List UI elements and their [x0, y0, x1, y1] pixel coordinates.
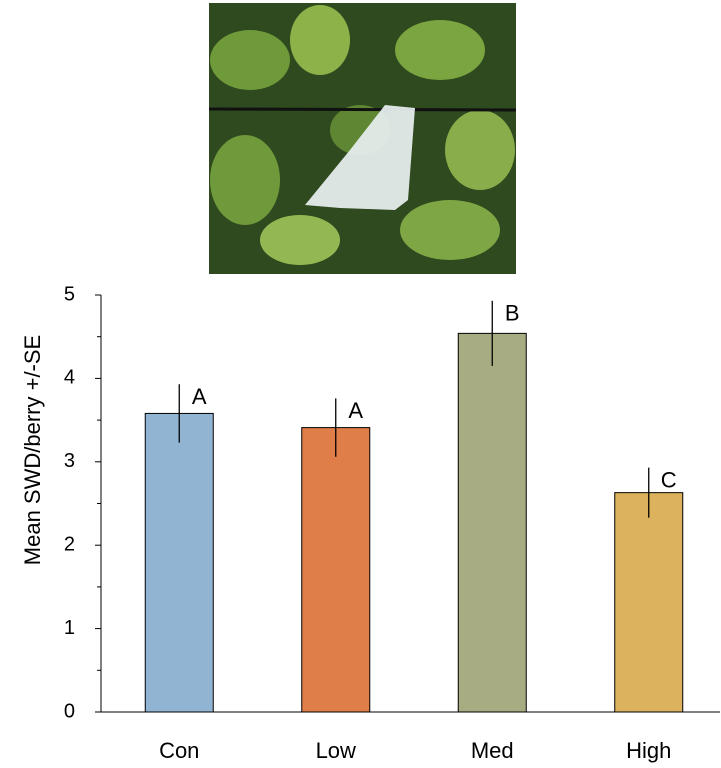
photo [209, 3, 516, 274]
x-tick-label: Low [316, 738, 356, 763]
y-tick-label: 0 [64, 700, 75, 722]
y-tick-label: 2 [64, 533, 75, 555]
significance-letter: A [192, 384, 207, 409]
bar [302, 428, 370, 712]
y-tick-label: 1 [64, 617, 75, 639]
significance-letter: B [505, 301, 520, 326]
y-tick-label: 5 [64, 283, 75, 305]
x-tick-label: High [626, 738, 671, 763]
bar [615, 493, 683, 712]
x-tick-label: Con [159, 738, 199, 763]
x-tick-label: Med [471, 738, 514, 763]
figure: Mean SWD/berry +/-SE 0 1 2 3 4 5 Con A Low A Med B H… [0, 0, 721, 768]
y-tick-label: 4 [64, 367, 75, 389]
significance-letter: A [348, 398, 363, 423]
bar [145, 413, 213, 712]
y-axis-label: Mean SWD/berry +/-SE [20, 335, 45, 565]
bar [458, 333, 526, 712]
significance-letter: C [661, 467, 677, 492]
y-tick-label: 3 [64, 450, 75, 472]
